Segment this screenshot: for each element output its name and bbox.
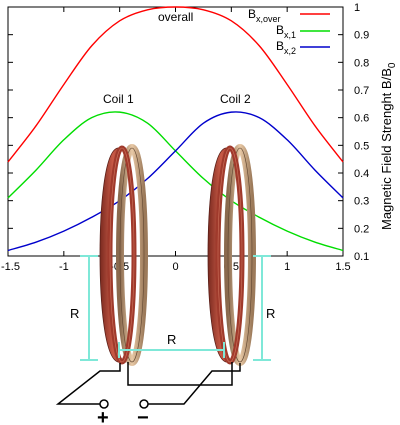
y-tick-label: 0.1 (354, 251, 369, 263)
radius-left-label: R (70, 306, 79, 321)
terminal-minus-node (139, 399, 149, 409)
y-axis-title-main: Magnetic Field Strenght B/B (379, 68, 394, 230)
legend-overall-sub: x,over (256, 14, 281, 24)
legend-coil1-main: B (276, 23, 284, 37)
legend-entry-overall: Bx,over (248, 7, 281, 24)
terminal-plus-node (99, 399, 109, 409)
legend-overall-main: B (248, 7, 256, 21)
legend-entry-coil2: Bx,2 (276, 39, 296, 56)
terminal-minus-label: − (137, 407, 149, 425)
x-tick-label: -1.5 (1, 261, 20, 273)
x-tick-label: -1 (59, 261, 69, 273)
y-axis-title-sub: 0 (387, 62, 398, 68)
x-axis-ticks: -1.5 -1 -0.5 0 0.5 1 1.5 (1, 7, 351, 273)
radius-right-label: R (266, 306, 275, 321)
y-tick-label: 0.3 (354, 196, 369, 208)
coil-1 (99, 144, 148, 366)
legend-coil2-main: B (276, 39, 284, 53)
coil2-annotation: Coil 2 (220, 92, 251, 106)
separation-label: R (167, 332, 176, 347)
field-curves (7, 6, 344, 252)
x-tick-label: 1.5 (335, 261, 350, 273)
terminal-plus-label: + (97, 407, 109, 425)
y-tick-label: 0.6 (354, 113, 369, 125)
series-line-coil2 (7, 111, 344, 252)
x-tick-label: 0 (172, 261, 178, 273)
legend: Bx,over Bx,1 Bx,2 (248, 7, 330, 56)
wiring (55, 362, 241, 409)
overall-annotation: overall (158, 10, 193, 24)
wire-coil-link (127, 362, 233, 386)
coil1-annotation: Coil 1 (103, 92, 134, 106)
series-line-overall (7, 6, 344, 163)
legend-coil2-sub: x,2 (284, 46, 296, 56)
wire-minus (148, 363, 241, 405)
coil-2 (207, 144, 256, 366)
y-tick-label: 0.9 (354, 30, 369, 42)
y-tick-label: 1 (354, 2, 360, 14)
dimension-markers (80, 255, 271, 361)
plot-frame (7, 6, 344, 257)
y-axis-ticks: 0.1 0.2 0.3 0.4 0.5 0.6 0.7 0.8 0.9 1 (8, 2, 369, 263)
series-line-coil1 (7, 111, 344, 252)
y-tick-label: 0.2 (354, 223, 369, 235)
legend-entry-coil1: Bx,1 (276, 23, 296, 40)
wire-plus (55, 363, 121, 405)
y-tick-label: 0.5 (354, 140, 369, 152)
y-tick-label: 0.7 (354, 85, 369, 97)
x-tick-label: 1 (284, 261, 290, 273)
legend-coil1-sub: x,1 (284, 30, 296, 40)
y-tick-label: 0.4 (354, 168, 369, 180)
y-axis-title: Magnetic Field Strenght B/B0 (379, 62, 398, 230)
y-tick-label: 0.8 (354, 57, 369, 69)
